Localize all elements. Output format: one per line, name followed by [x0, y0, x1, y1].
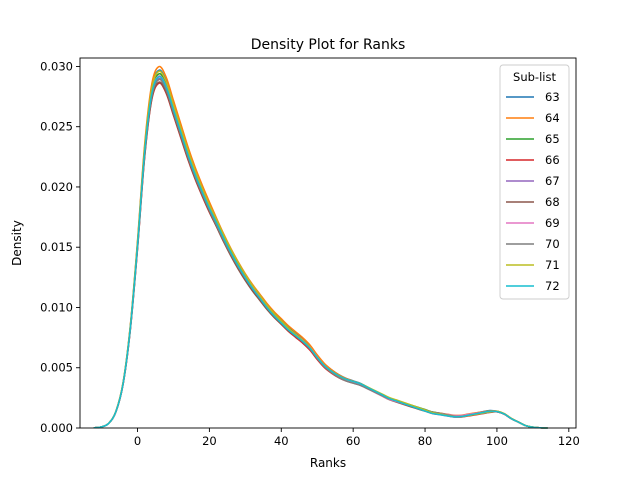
y-axis-label: Density [10, 220, 24, 266]
legend-label-69: 69 [545, 216, 560, 230]
legend: Sub-list 63 64 65 66 67 68 69 70 71 72 [499, 64, 570, 300]
x-tick-label: 40 [274, 434, 289, 448]
y-tick-label: 0.000 [40, 421, 73, 435]
x-axis-label: Ranks [310, 456, 346, 470]
chart-title: Density Plot for Ranks [251, 37, 406, 53]
legend-label-63: 63 [545, 90, 560, 104]
x-tick-label: 60 [346, 434, 361, 448]
legend-box [499, 64, 570, 300]
legend-label-71: 71 [545, 258, 560, 272]
legend-title: Sub-list [513, 70, 556, 84]
y-tick-label: 0.030 [40, 59, 73, 73]
legend-label-68: 68 [545, 195, 560, 209]
y-tick-label: 0.005 [40, 361, 73, 375]
x-tick-label: 20 [202, 434, 217, 448]
series-lines [93, 65, 548, 429]
legend-label-67: 67 [545, 174, 560, 188]
series-line-72 [93, 75, 548, 429]
legend-label-65: 65 [545, 132, 560, 146]
y-tick-label: 0.020 [40, 180, 73, 194]
legend-items: 63 64 65 66 67 68 69 70 71 72 [506, 90, 560, 293]
legend-label-64: 64 [545, 111, 560, 125]
y-axis-ticks: 0.000 0.005 0.010 0.015 0.020 0.025 0.030 [40, 59, 80, 435]
x-tick-label: 120 [558, 434, 580, 448]
x-axis-ticks: 0 20 40 60 80 100 120 [134, 428, 580, 448]
y-tick-label: 0.015 [40, 240, 73, 254]
legend-label-70: 70 [545, 237, 560, 251]
y-tick-label: 0.025 [40, 120, 73, 134]
legend-label-72: 72 [545, 279, 560, 293]
x-tick-label: 100 [486, 434, 508, 448]
x-tick-label: 0 [134, 434, 141, 448]
plot-frame [79, 57, 577, 429]
legend-label-66: 66 [545, 153, 560, 167]
x-tick-label: 80 [418, 434, 433, 448]
y-tick-label: 0.010 [40, 300, 73, 314]
